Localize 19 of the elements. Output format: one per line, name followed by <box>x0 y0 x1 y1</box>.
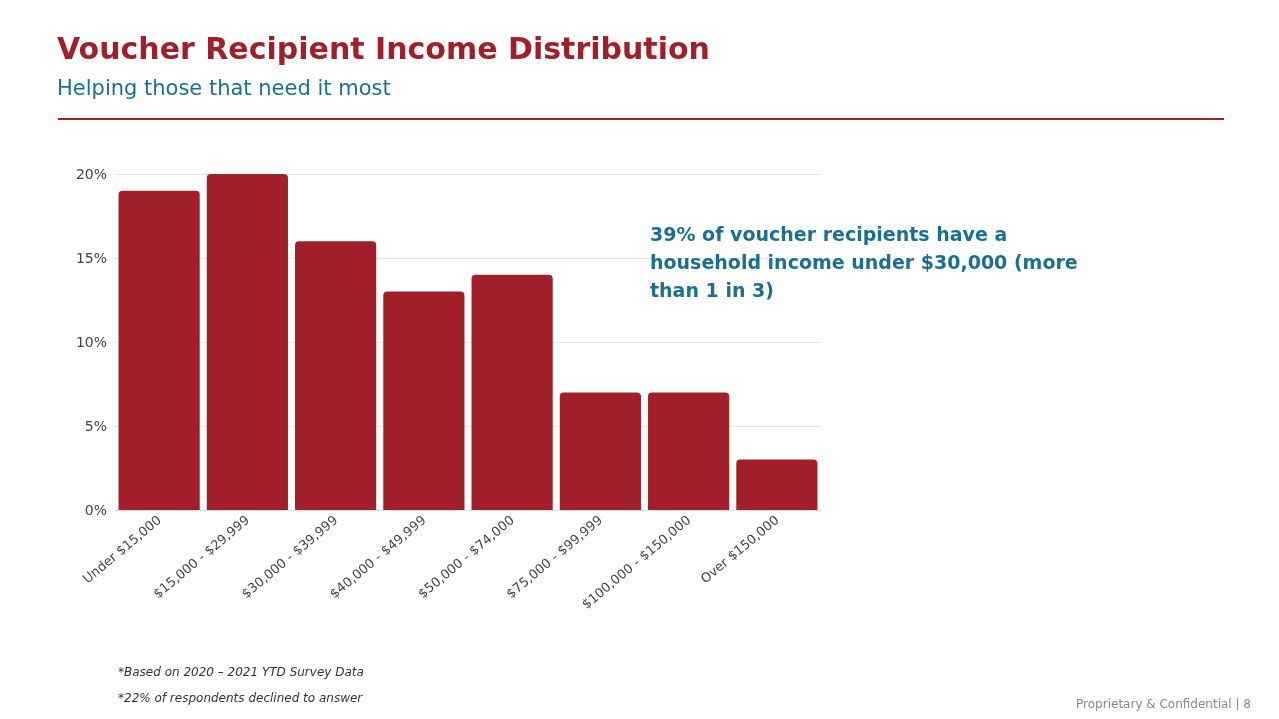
bar <box>471 274 553 510</box>
annotation: 39% of voucher recipients have a household income under $30,000 (more than 1 in 3) <box>650 222 1079 303</box>
chart-title: Voucher Recipient Income Distribution <box>57 30 710 66</box>
y-tick-label: 20% <box>75 166 107 182</box>
bar <box>383 291 465 510</box>
text: *22% of respondents declined to answer <box>118 690 363 706</box>
y-tick-label: 0% <box>84 502 107 518</box>
bar <box>736 459 818 510</box>
text: *Based on 2020 – 2021 YTD Survey Data <box>118 664 364 680</box>
bar <box>559 392 641 510</box>
chart-subtitle: Helping those that need it most <box>57 75 391 100</box>
bar <box>648 392 730 510</box>
bar <box>118 190 200 510</box>
bar <box>295 241 377 510</box>
y-tick-label: 15% <box>75 250 107 266</box>
bar <box>206 174 288 510</box>
y-tick-label: 5% <box>84 418 107 434</box>
y-tick-label: 10% <box>75 334 107 350</box>
text: Proprietary & Confidential | 8 <box>1076 696 1251 712</box>
